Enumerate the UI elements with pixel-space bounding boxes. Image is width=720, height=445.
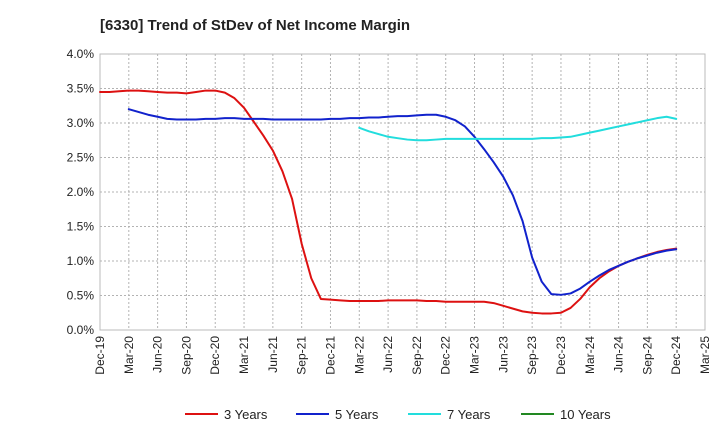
chart-title: [6330] Trend of StDev of Net Income Marg… xyxy=(100,17,410,34)
axis-layer: Dec-19 Mar-20 Jun-20 Sep-20 Dec-20 Mar-21 Jun-… xyxy=(67,47,712,375)
x-tick-label: Sep-21 xyxy=(295,336,309,375)
x-tick-label: Dec-19 xyxy=(93,336,107,375)
x-tick-label: Dec-20 xyxy=(208,336,222,375)
x-tick-label: Jun-20 xyxy=(151,336,165,373)
legend-label: 5 Years xyxy=(335,407,379,422)
y-tick-label: 1.5% xyxy=(67,220,95,234)
x-tick-label: Sep-22 xyxy=(410,336,424,375)
y-tick-label: 2.5% xyxy=(67,151,95,165)
y-tick-label: 0.0% xyxy=(67,323,95,337)
series-layer xyxy=(99,89,678,315)
x-tick-label: Dec-21 xyxy=(323,336,337,375)
x-tick-label: Sep-20 xyxy=(179,336,193,375)
x-tick-label: Mar-23 xyxy=(468,336,482,374)
x-tick-label: Mar-25 xyxy=(698,336,712,374)
legend-label: 7 Years xyxy=(447,407,491,422)
x-tick-label: Jun-23 xyxy=(496,336,510,373)
y-tick-label: 0.5% xyxy=(67,289,95,303)
x-tick-label: Dec-22 xyxy=(439,336,453,375)
x-tick-label: Mar-21 xyxy=(237,336,251,374)
plot-area-border xyxy=(99,53,706,331)
x-tick-label: Jun-24 xyxy=(612,336,626,373)
x-tick-label: Mar-24 xyxy=(583,336,597,374)
x-tick-label: Mar-20 xyxy=(122,336,136,374)
series-line-7-years xyxy=(358,115,678,142)
y-tick-label: 3.5% xyxy=(67,82,95,96)
legend-label: 3 Years xyxy=(224,407,268,422)
series-line-3-years xyxy=(99,89,678,315)
series-line-5-years xyxy=(127,108,678,296)
grid-layer xyxy=(99,53,706,331)
x-tick-label: Mar-22 xyxy=(352,336,366,374)
legend: 3 Years 5 Years 7 Years 10 Years xyxy=(185,407,611,422)
y-tick-label: 4.0% xyxy=(67,47,95,61)
x-tick-label: Jun-22 xyxy=(381,336,395,373)
x-tick-label: Sep-24 xyxy=(640,336,654,375)
y-tick-label: 2.0% xyxy=(67,185,95,199)
y-tick-label: 1.0% xyxy=(67,254,95,268)
legend-label: 10 Years xyxy=(560,407,611,422)
y-tick-label: 3.0% xyxy=(67,116,95,130)
x-tick-label: Dec-24 xyxy=(669,336,683,375)
x-tick-label: Jun-21 xyxy=(266,336,280,373)
x-tick-label: Sep-23 xyxy=(525,336,539,375)
x-tick-label: Dec-23 xyxy=(554,336,568,375)
